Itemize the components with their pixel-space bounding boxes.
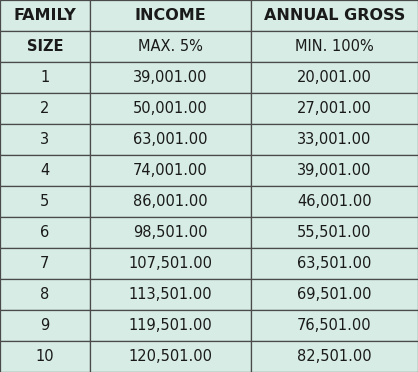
Text: 119,501.00: 119,501.00 xyxy=(128,318,212,333)
Text: 4: 4 xyxy=(40,163,50,178)
Bar xyxy=(251,155,418,186)
Bar xyxy=(0,248,90,279)
Text: 46,001.00: 46,001.00 xyxy=(297,194,372,209)
Text: SIZE: SIZE xyxy=(27,39,63,54)
Text: 69,501.00: 69,501.00 xyxy=(297,287,372,302)
Bar xyxy=(90,186,251,217)
Bar xyxy=(251,31,418,62)
Text: 107,501.00: 107,501.00 xyxy=(128,256,212,271)
Text: 120,501.00: 120,501.00 xyxy=(128,349,212,364)
Bar xyxy=(90,248,251,279)
Bar xyxy=(251,341,418,372)
Text: 20,001.00: 20,001.00 xyxy=(297,70,372,85)
Bar xyxy=(0,93,90,124)
Bar xyxy=(0,0,90,31)
Text: FAMILY: FAMILY xyxy=(13,8,76,23)
Text: INCOME: INCOME xyxy=(135,8,206,23)
Bar xyxy=(90,217,251,248)
Bar xyxy=(251,217,418,248)
Text: 8: 8 xyxy=(40,287,50,302)
Bar xyxy=(251,124,418,155)
Text: 39,001.00: 39,001.00 xyxy=(133,70,208,85)
Text: 33,001.00: 33,001.00 xyxy=(297,132,372,147)
Text: 86,001.00: 86,001.00 xyxy=(133,194,208,209)
Text: MAX. 5%: MAX. 5% xyxy=(138,39,203,54)
Text: 5: 5 xyxy=(40,194,50,209)
Bar xyxy=(0,279,90,310)
Bar xyxy=(0,217,90,248)
Text: 1: 1 xyxy=(40,70,50,85)
Bar xyxy=(90,31,251,62)
Text: 7: 7 xyxy=(40,256,50,271)
Bar xyxy=(90,124,251,155)
Bar xyxy=(90,155,251,186)
Bar xyxy=(0,341,90,372)
Text: 27,001.00: 27,001.00 xyxy=(297,101,372,116)
Bar xyxy=(0,186,90,217)
Bar xyxy=(90,93,251,124)
Bar xyxy=(0,124,90,155)
Bar xyxy=(0,310,90,341)
Bar xyxy=(251,279,418,310)
Bar xyxy=(251,0,418,31)
Text: 39,001.00: 39,001.00 xyxy=(297,163,372,178)
Text: ANNUAL GROSS: ANNUAL GROSS xyxy=(264,8,405,23)
Bar xyxy=(90,0,251,31)
Bar xyxy=(90,341,251,372)
Bar xyxy=(0,31,90,62)
Bar xyxy=(90,310,251,341)
Text: 3: 3 xyxy=(41,132,49,147)
Text: 55,501.00: 55,501.00 xyxy=(297,225,372,240)
Text: MIN. 100%: MIN. 100% xyxy=(295,39,374,54)
Bar xyxy=(90,279,251,310)
Text: 9: 9 xyxy=(40,318,50,333)
Text: 63,001.00: 63,001.00 xyxy=(133,132,208,147)
Text: 113,501.00: 113,501.00 xyxy=(128,287,212,302)
Text: 63,501.00: 63,501.00 xyxy=(297,256,372,271)
Bar xyxy=(0,155,90,186)
Text: 82,501.00: 82,501.00 xyxy=(297,349,372,364)
Text: 76,501.00: 76,501.00 xyxy=(297,318,372,333)
Bar xyxy=(251,93,418,124)
Text: 50,001.00: 50,001.00 xyxy=(133,101,208,116)
Text: 6: 6 xyxy=(40,225,50,240)
Text: 2: 2 xyxy=(40,101,50,116)
Bar xyxy=(251,248,418,279)
Bar xyxy=(251,310,418,341)
Text: 98,501.00: 98,501.00 xyxy=(133,225,208,240)
Text: 10: 10 xyxy=(36,349,54,364)
Bar xyxy=(251,62,418,93)
Text: 74,001.00: 74,001.00 xyxy=(133,163,208,178)
Bar xyxy=(90,62,251,93)
Bar xyxy=(0,62,90,93)
Bar xyxy=(251,186,418,217)
